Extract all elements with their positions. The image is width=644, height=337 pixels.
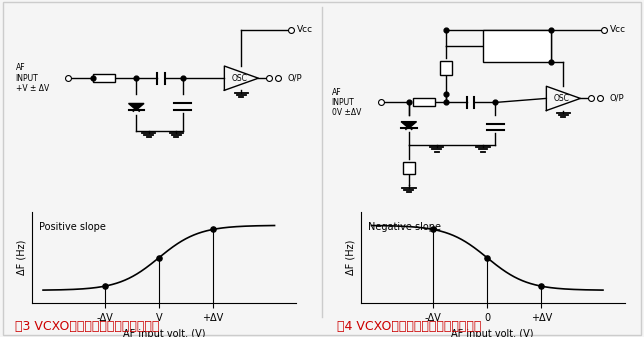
Point: [546, 59, 556, 65]
Text: OSC: OSC: [232, 74, 248, 83]
Bar: [402, 162, 415, 174]
Text: AF
INPUT
0V ±ΔV: AF INPUT 0V ±ΔV: [332, 88, 361, 117]
Point: [482, 255, 493, 261]
Y-axis label: ΔF (Hz): ΔF (Hz): [345, 240, 355, 275]
Bar: [93, 74, 115, 82]
Point: [586, 96, 596, 101]
Text: Vcc: Vcc: [610, 25, 626, 34]
Point: [440, 27, 451, 32]
Point: [286, 27, 296, 32]
Point: [428, 227, 438, 232]
Point: [536, 283, 547, 289]
Text: Negative slope: Negative slope: [368, 222, 441, 232]
Point: [99, 283, 109, 289]
Point: [595, 96, 605, 101]
Text: Positive slope: Positive slope: [39, 222, 106, 232]
Text: O/P: O/P: [610, 94, 625, 103]
Point: [440, 92, 451, 97]
Text: AF
INPUT
+V ± ΔV: AF INPUT +V ± ΔV: [15, 63, 49, 93]
Point: [490, 100, 500, 105]
Point: [131, 75, 142, 81]
Text: 图3 VCXO的控制电压特性（正斜率）: 图3 VCXO的控制电压特性（正斜率）: [15, 320, 159, 333]
Polygon shape: [401, 122, 417, 128]
Point: [88, 75, 98, 81]
Point: [273, 75, 283, 81]
Point: [154, 255, 164, 261]
Bar: [413, 98, 435, 106]
Polygon shape: [129, 103, 144, 110]
Text: Voltage
Regulator: Voltage Regulator: [497, 36, 538, 56]
X-axis label: AF input volt. (V): AF input volt. (V): [123, 329, 205, 337]
Point: [264, 75, 274, 81]
Bar: [440, 61, 452, 75]
X-axis label: AF input volt. (V): AF input volt. (V): [451, 329, 534, 337]
Point: [178, 75, 188, 81]
Point: [63, 75, 73, 81]
Point: [376, 100, 386, 105]
Bar: [483, 30, 551, 62]
Point: [440, 100, 451, 105]
Text: OSC: OSC: [554, 94, 570, 103]
Text: O/P: O/P: [288, 74, 303, 83]
Point: [546, 27, 556, 32]
Point: [598, 27, 609, 32]
Text: Vcc: Vcc: [297, 25, 313, 34]
Y-axis label: ΔF (Hz): ΔF (Hz): [17, 240, 26, 275]
Point: [404, 100, 414, 105]
Text: 图4 VCXO的控制电压特性（负斜率）: 图4 VCXO的控制电压特性（负斜率）: [337, 320, 481, 333]
Point: [208, 227, 218, 232]
